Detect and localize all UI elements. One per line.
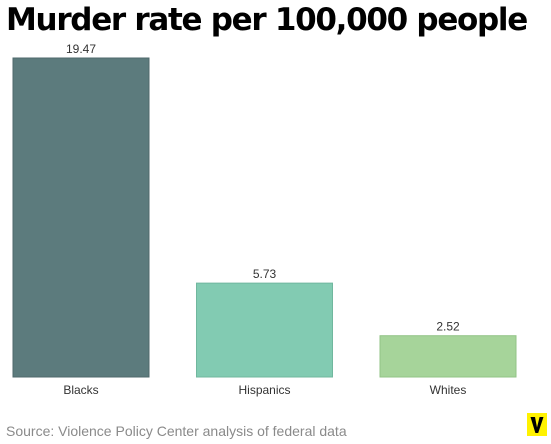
value-label-blacks: 19.47 bbox=[66, 42, 96, 56]
category-label-blacks: Blacks bbox=[63, 383, 98, 397]
category-label-hispanics: Hispanics bbox=[238, 383, 290, 397]
value-label-whites: 2.52 bbox=[436, 320, 460, 334]
bar-group bbox=[12, 57, 517, 378]
bar-hispanics bbox=[196, 282, 333, 378]
value-label-group: 19.47 5.73 2.52 bbox=[66, 42, 460, 334]
value-label-hispanics: 5.73 bbox=[253, 267, 277, 281]
category-label-group: Blacks Hispanics Whites bbox=[63, 383, 466, 397]
source-note: Source: Violence Policy Center analysis … bbox=[6, 423, 347, 439]
category-label-whites: Whites bbox=[430, 383, 467, 397]
bar-blacks bbox=[12, 57, 150, 378]
bar-whites bbox=[379, 335, 517, 378]
vox-v-logo-icon bbox=[527, 413, 547, 436]
chart-title: Murder rate per 100,000 people bbox=[6, 2, 528, 38]
